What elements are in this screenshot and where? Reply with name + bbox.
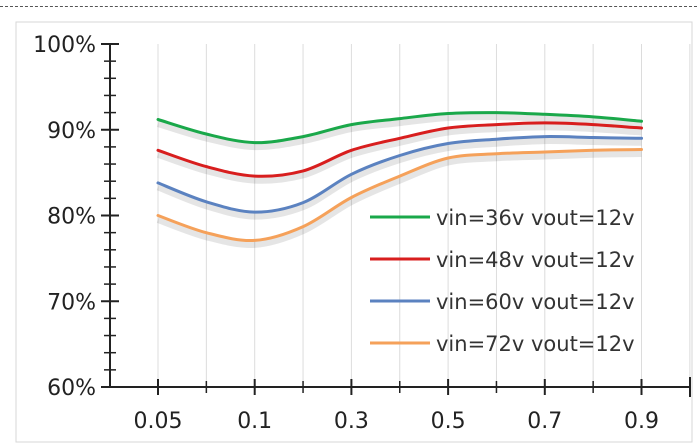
legend-label-0: vin=36v vout=12v [436, 206, 635, 230]
series-line-2 [156, 135, 643, 214]
y-tick-label: 90% [47, 119, 96, 144]
y-tick-label: 80% [47, 205, 96, 230]
series-shadow-2 [156, 137, 642, 220]
legend-label-3: vin=72v vout=12v [436, 332, 635, 356]
legend-label-2: vin=60v vout=12v [436, 290, 635, 314]
x-tick-label: 0.5 [431, 409, 466, 434]
plot-frame [15, 21, 693, 443]
x-tick-label: 0.7 [527, 409, 562, 434]
series-line-3 [156, 148, 643, 243]
top-dashed-border [0, 6, 697, 7]
y-tick-label: 60% [47, 376, 96, 401]
x-tick-label: 0.3 [334, 409, 369, 434]
legend-label-1: vin=48v vout=12v [436, 248, 635, 272]
y-tick-label: 70% [47, 290, 96, 315]
series-line-1 [156, 121, 643, 178]
series-line-0 [156, 111, 643, 145]
series-shadow-1 [156, 123, 642, 184]
series-shadow-0 [156, 113, 642, 151]
y-tick-label: 100% [33, 33, 96, 58]
x-tick-label: 0.05 [134, 409, 183, 434]
x-tick-label: 0.1 [237, 409, 272, 434]
x-tick-label: 0.9 [624, 409, 659, 434]
series-shadow-3 [156, 150, 642, 249]
